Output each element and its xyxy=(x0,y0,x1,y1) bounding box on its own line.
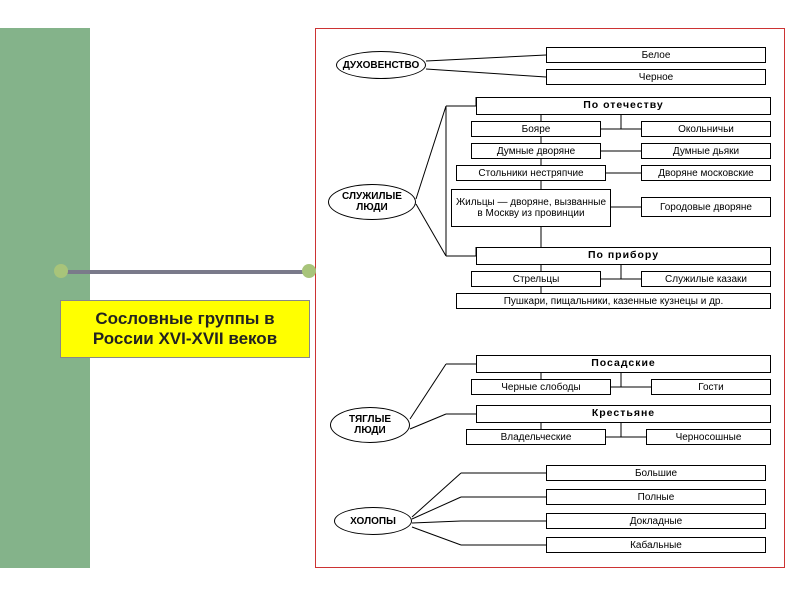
box-b1: Белое xyxy=(546,47,766,63)
box-h2: По прибору xyxy=(476,247,771,265)
slide-title: Сословные группы в России XVI-XVII веков xyxy=(60,300,310,358)
category-cat2: СЛУЖИЛЫЕ ЛЮДИ xyxy=(328,184,416,220)
box-b19: Полные xyxy=(546,489,766,505)
box-b20: Докладные xyxy=(546,513,766,529)
box-b4: Окольничьи xyxy=(641,121,771,137)
title-dot-right xyxy=(302,264,316,278)
box-b18: Большие xyxy=(546,465,766,481)
box-b10: Городовые дворяне xyxy=(641,197,771,217)
box-b8: Дворяне московские xyxy=(641,165,771,181)
box-b3: Бояре xyxy=(471,121,601,137)
box-b5: Думные дворяне xyxy=(471,143,601,159)
title-dot-left xyxy=(54,264,68,278)
box-b13: Пушкари, пищальники, казенные кузнецы и … xyxy=(456,293,771,309)
box-h4: Крестьяне xyxy=(476,405,771,423)
box-b14: Черные слободы xyxy=(471,379,611,395)
box-h1: По отечеству xyxy=(476,97,771,115)
category-cat1: ДУХОВЕНСТВО xyxy=(336,51,426,79)
box-b12: Служилые казаки xyxy=(641,271,771,287)
box-b16: Владельческие xyxy=(466,429,606,445)
box-b7: Стольники нестряпчие xyxy=(456,165,606,181)
box-b11: Стрельцы xyxy=(471,271,601,287)
green-panel xyxy=(0,28,90,568)
box-b2: Черное xyxy=(546,69,766,85)
box-b17: Черносошные xyxy=(646,429,771,445)
box-h3: Посадские xyxy=(476,355,771,373)
category-cat3: ТЯГЛЫЕ ЛЮДИ xyxy=(330,407,410,443)
title-accent-line xyxy=(60,270,310,274)
box-b6: Думные дьяки xyxy=(641,143,771,159)
diagram-frame: ДУХОВЕНСТВО СЛУЖИЛЫЕ ЛЮДИ ТЯГЛЫЕ ЛЮДИ ХОЛОП… xyxy=(315,28,785,568)
box-b15: Гости xyxy=(651,379,771,395)
category-cat4: ХОЛОПЫ xyxy=(334,507,412,535)
box-b9: Жильцы — дворяне, вызванные в Москву из … xyxy=(451,189,611,227)
box-b21: Кабальные xyxy=(546,537,766,553)
